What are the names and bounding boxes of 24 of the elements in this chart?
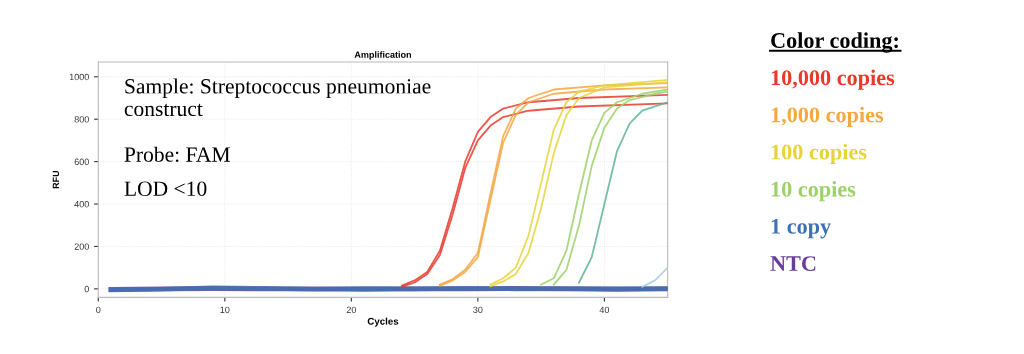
y-tick-label: 200: [74, 243, 89, 250]
text: 10,000 copies: [771, 69, 895, 90]
annotation: Sample: Streptococcus pneumoniae construct: [124, 78, 431, 117]
x-axis-title: Cycles: [367, 317, 399, 327]
chart-title: Amplification: [354, 51, 412, 60]
annotation: LOD <10: [124, 181, 207, 196]
text: 100 copies: [771, 143, 867, 165]
y-axis-title: RFU: [52, 170, 60, 189]
x-tick-label: 10: [220, 306, 230, 314]
y-tick-label: 0: [84, 285, 89, 293]
y-tick-label: 600: [74, 158, 89, 165]
y-tick-label: 800: [74, 116, 89, 123]
y-tick-label: 1000: [69, 73, 89, 81]
text: 1,000 copies: [771, 106, 884, 127]
text: 10 copies: [771, 181, 856, 202]
y-tick-label: 400: [74, 201, 89, 208]
text: 1 copy: [771, 218, 831, 239]
annotation: Probe: FAM: [124, 146, 230, 162]
x-tick-label: 20: [346, 306, 357, 314]
legend-title: Color coding:: [771, 32, 898, 53]
x-tick-label: 40: [599, 306, 610, 314]
x-tick-label: 0: [96, 306, 101, 314]
x-tick-label: 30: [473, 306, 483, 314]
text: NTC: [770, 256, 816, 272]
